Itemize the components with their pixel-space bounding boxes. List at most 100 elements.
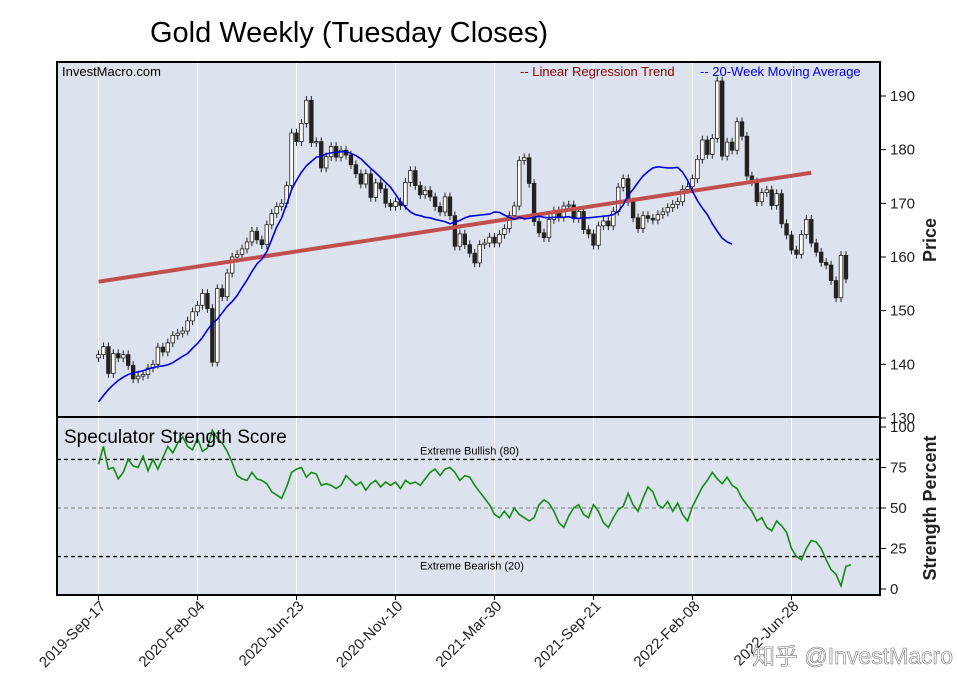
candle-body xyxy=(155,346,161,365)
candle-body xyxy=(685,186,690,190)
candle-body xyxy=(418,185,423,196)
candle-body xyxy=(695,158,700,180)
candle-body xyxy=(467,244,472,254)
x-tick-label: 2021-Mar-30 xyxy=(433,598,506,671)
x-tick-label: 2019-Sep-17 xyxy=(36,598,109,671)
candle-body xyxy=(393,201,398,207)
candle-body xyxy=(432,196,438,207)
candle-body xyxy=(422,190,428,196)
candle-body xyxy=(210,308,215,363)
candle-body xyxy=(259,239,265,246)
candle-body xyxy=(358,173,364,185)
candle-body xyxy=(304,99,309,124)
score-y-axis: 0 25 50 75 100 xyxy=(880,419,915,598)
candle-body xyxy=(403,182,408,206)
candle-body xyxy=(437,206,443,213)
score-y-tick-label: 25 xyxy=(890,541,907,558)
candle-body xyxy=(200,293,205,306)
candle-body xyxy=(621,178,626,188)
candle-body xyxy=(739,121,745,137)
candle-body xyxy=(462,233,467,246)
price-y-tick-label: 150 xyxy=(890,303,915,320)
candle-body xyxy=(591,233,596,246)
chart-title: Gold Weekly (Tuesday Closes) xyxy=(150,17,548,49)
candle-body xyxy=(279,202,284,207)
candle-body xyxy=(482,242,487,246)
candle-body xyxy=(804,219,809,235)
candle-body xyxy=(581,210,586,231)
candle-body xyxy=(160,346,166,353)
candle-body xyxy=(427,190,433,198)
candle-body xyxy=(497,234,502,244)
candle-body xyxy=(353,164,359,175)
candle-body xyxy=(170,334,175,344)
candle-body xyxy=(413,170,418,187)
candle-body xyxy=(388,202,393,207)
candle-body xyxy=(135,375,141,380)
candle-body xyxy=(769,189,774,206)
candle-body xyxy=(838,254,844,299)
candle-body xyxy=(314,141,319,144)
candle-body xyxy=(744,135,750,177)
candle-body xyxy=(517,159,522,207)
candle-body xyxy=(507,215,512,229)
candle-body xyxy=(487,236,492,244)
candle-body xyxy=(106,346,111,374)
regression-legend: -- Linear Regression Trend xyxy=(520,64,675,79)
candle-body xyxy=(720,80,725,157)
score-y-tick-label: 0 xyxy=(890,581,898,598)
candle-body xyxy=(383,188,388,204)
candle-body xyxy=(195,304,200,313)
candle-body xyxy=(442,196,448,213)
candle-body xyxy=(606,220,611,227)
candle-body xyxy=(819,251,824,263)
candle-body xyxy=(220,288,225,298)
price-y-tick-label: 160 xyxy=(890,249,915,266)
candle-body xyxy=(378,182,383,190)
candle-body xyxy=(472,252,477,264)
score-gridlines xyxy=(98,417,792,595)
candle-body xyxy=(586,229,591,235)
candle-body xyxy=(101,346,106,356)
score-y-tick-label: 50 xyxy=(890,500,907,517)
x-axis: 2019-Sep-17 2020-Feb-04 2020-Jun-23 2020-No… xyxy=(36,595,802,671)
candle-body xyxy=(799,234,804,255)
candle-body xyxy=(522,157,527,161)
score-y-tick-label: 100 xyxy=(890,419,915,436)
candle-body xyxy=(784,223,789,236)
candle-body xyxy=(309,99,314,144)
x-tick-label: 2020-Feb-04 xyxy=(136,598,209,671)
candle-body xyxy=(809,219,814,244)
candle-body xyxy=(630,201,636,219)
candle-body xyxy=(823,261,829,266)
x-tick-label: 2021-Sep-21 xyxy=(531,598,604,671)
candle-body xyxy=(843,254,849,280)
candle-body xyxy=(705,139,710,155)
candle-body xyxy=(828,264,834,282)
source-label: InvestMacro.com xyxy=(62,64,161,79)
x-tick-label: 2020-Nov-10 xyxy=(333,598,406,671)
candle-body xyxy=(323,156,329,169)
moving-average-legend: -- 20-Week Moving Average xyxy=(700,64,861,79)
candle-body xyxy=(611,210,616,227)
candle-body xyxy=(96,354,101,359)
candle-body xyxy=(814,242,819,253)
candle-body xyxy=(249,230,255,243)
candle-body xyxy=(111,353,116,374)
watermark: 知乎 @InvestMacro xyxy=(752,643,953,669)
candle-body xyxy=(239,248,245,255)
candle-body xyxy=(601,220,606,227)
candle-body xyxy=(373,182,378,198)
candle-body xyxy=(616,186,621,212)
candle-body xyxy=(715,80,720,139)
candle-body xyxy=(294,132,299,143)
candle-body xyxy=(774,193,779,206)
candle-body xyxy=(457,233,463,247)
candle-body xyxy=(690,178,695,188)
candle-body xyxy=(254,230,260,241)
candle-body xyxy=(140,374,146,377)
speculator-strength-line xyxy=(97,428,852,589)
score-reference-label: Extreme Bullish (80) xyxy=(420,445,519,457)
candle-body xyxy=(536,221,542,234)
